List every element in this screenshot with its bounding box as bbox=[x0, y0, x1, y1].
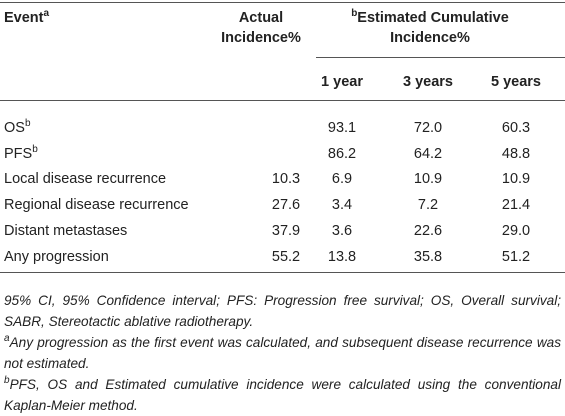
footnote-marker: b bbox=[32, 144, 38, 155]
value-cell: 51.2 bbox=[501, 249, 531, 265]
value-cell: 60.3 bbox=[501, 120, 531, 136]
event-text: OS bbox=[4, 120, 25, 136]
value-cell: 6.9 bbox=[331, 171, 353, 187]
event-text: PFS bbox=[4, 146, 33, 162]
actual-cell: 37.9 bbox=[271, 223, 301, 239]
year-header: 3 years bbox=[403, 74, 453, 90]
value-cell: 3.6 bbox=[331, 223, 353, 239]
value-cell: 86.2 bbox=[327, 146, 357, 162]
footnote: 95% CI, 95% Confidence interval; PFS: Pr… bbox=[4, 290, 561, 332]
value-cell: 21.4 bbox=[501, 197, 531, 213]
footnote-marker: b bbox=[4, 375, 10, 386]
header-text: Estimated Cumulative Incidence% bbox=[357, 10, 509, 46]
value-cell: 10.9 bbox=[501, 171, 531, 187]
event-cell: OSb bbox=[4, 118, 31, 138]
year-header: 1 year bbox=[321, 74, 363, 90]
footnote-marker: a bbox=[4, 333, 10, 344]
year-header: 5 years bbox=[491, 74, 541, 90]
footnote-text: 95% CI, 95% Confidence interval; PFS: Pr… bbox=[4, 293, 561, 329]
event-cell: Distant metastases bbox=[4, 221, 127, 241]
footnote: aAny progression as the first event was … bbox=[4, 332, 561, 374]
actual-cell: 27.6 bbox=[271, 197, 301, 213]
value-cell: 22.6 bbox=[413, 223, 443, 239]
value-cell: 64.2 bbox=[413, 146, 443, 162]
estimated-header: bEstimated Cumulative Incidence% bbox=[320, 8, 540, 48]
value-cell: 35.8 bbox=[413, 249, 443, 265]
bottom-rule bbox=[0, 272, 565, 273]
event-text: Local disease recurrence bbox=[4, 171, 167, 187]
top-rule bbox=[0, 2, 565, 3]
event-text: Distant metastases bbox=[4, 223, 128, 239]
header-rule bbox=[0, 100, 565, 101]
actual-cell: 55.2 bbox=[271, 249, 301, 265]
footnote: bPFS, OS and Estimated cumulative incide… bbox=[4, 374, 561, 416]
actual-header: Actual Incidence% bbox=[221, 10, 301, 46]
value-cell: 13.8 bbox=[327, 249, 357, 265]
event-cell: Local disease recurrence bbox=[4, 169, 166, 189]
event-header: Eventa bbox=[4, 8, 49, 28]
value-cell: 3.4 bbox=[331, 197, 353, 213]
event-cell: Regional disease recurrence bbox=[4, 195, 189, 215]
event-cell: PFSb bbox=[4, 144, 38, 164]
value-cell: 10.9 bbox=[413, 171, 443, 187]
value-cell: 29.0 bbox=[501, 223, 531, 239]
header-text: Event bbox=[4, 10, 44, 26]
value-cell: 48.8 bbox=[501, 146, 531, 162]
value-cell: 72.0 bbox=[413, 120, 443, 136]
footnote-marker: b bbox=[24, 118, 31, 129]
event-text: Regional disease recurrence bbox=[4, 197, 189, 213]
value-cell: 7.2 bbox=[417, 197, 439, 213]
event-cell: Any progression bbox=[4, 247, 109, 267]
footnote-marker: b bbox=[351, 8, 358, 19]
footnote-marker: a bbox=[43, 8, 50, 19]
actual-cell: 10.3 bbox=[271, 171, 301, 187]
value-cell: 93.1 bbox=[327, 120, 357, 136]
event-text: Any progression bbox=[4, 249, 109, 265]
estimated-rule bbox=[316, 57, 565, 58]
footnote-text: Any progression as the first event was c… bbox=[4, 335, 561, 371]
